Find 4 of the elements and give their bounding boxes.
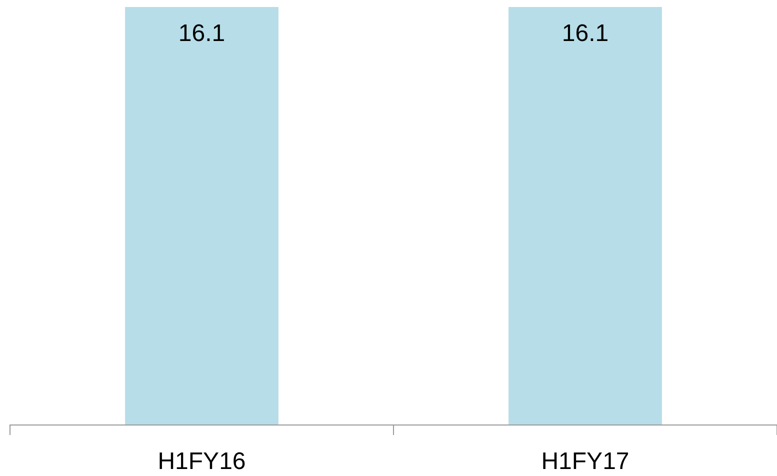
data-label: 16.1 [178,20,226,47]
x-tick-label: H1FY16 [158,448,246,475]
x-tick-label: H1FY17 [541,448,630,475]
data-label: 16.1 [562,20,609,47]
